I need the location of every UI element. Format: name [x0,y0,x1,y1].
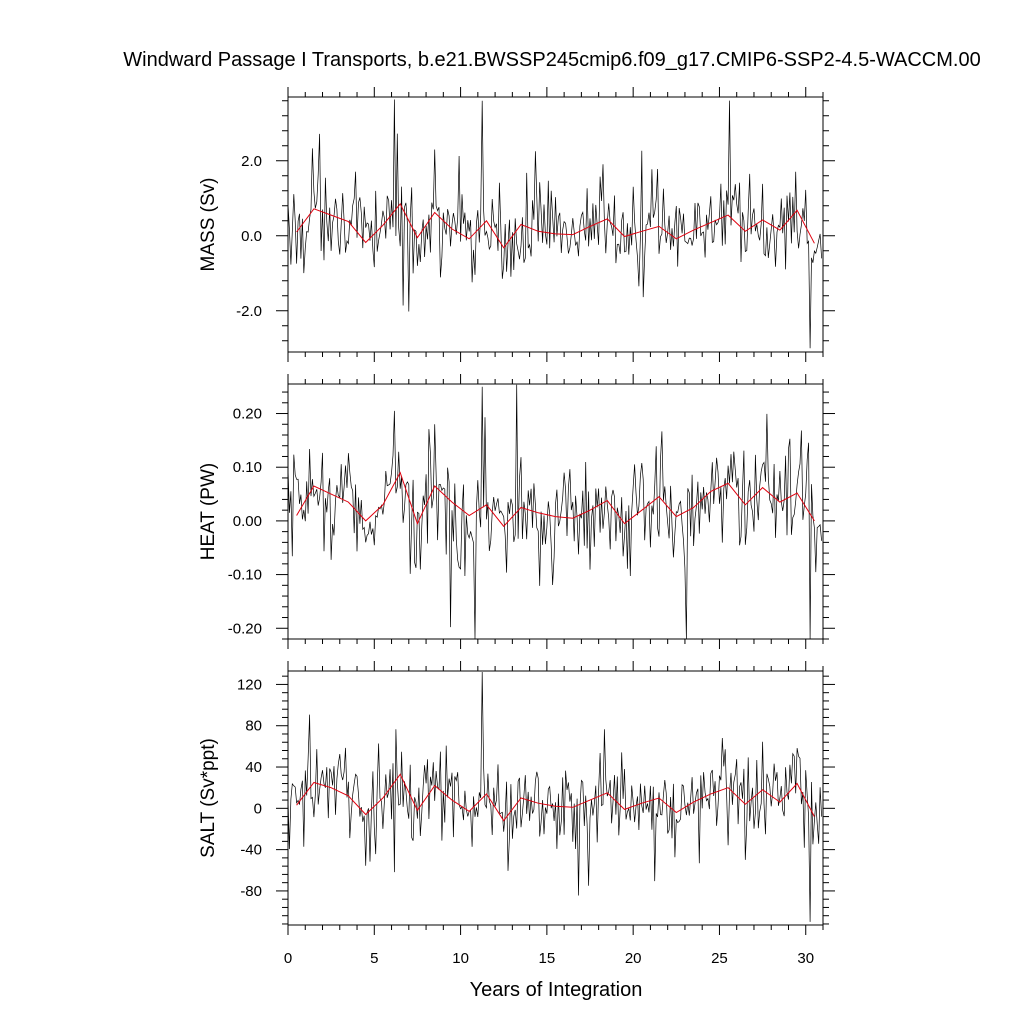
y-tick-label: 40 [245,759,262,776]
plot-frame-0 [287,96,824,353]
panel-0: 2.0 0.0 -2.0 MASS (Sv) [198,87,835,362]
x-axis-label: Years of Integration [470,979,643,1001]
plot-frame-1 [287,383,824,640]
x-tick-label: 30 [797,950,814,967]
y-tick-label: 120 [237,676,262,693]
y-tick-label: -0.10 [228,567,262,584]
series-annual-mean-0 [296,202,815,249]
y-tick-label: -2.0 [236,303,262,320]
x-tick-label: 20 [625,950,642,967]
series-monthly-1 [287,384,822,640]
chart-title: Windward Passage I Transports, b.e21.BWS… [123,49,980,71]
y-tick-label: 2.0 [241,153,262,170]
y-tick-label: 0.00 [233,513,262,530]
panel-1: 0.20 0.10 0.00 -0.10 -0.20 HEAT (PW) [198,374,835,649]
y-tick-label: 0.20 [233,406,262,423]
y-axis-label-0: MASS (Sv) [198,178,219,272]
x-tick-label: 15 [539,950,556,967]
series-annual-mean-2 [296,773,815,822]
series-annual-mean-1 [296,471,815,528]
y-tick-label: 0 [254,800,262,817]
y-tick-label: -40 [240,842,262,859]
y-axis-label-2: SALT (Sv*ppt) [198,738,219,858]
series-monthly-2 [287,671,822,922]
y-axis-label-1: HEAT (PW) [198,463,219,560]
chart-panels: 2.0 0.0 -2.0 MASS (Sv) 0.20 0.10 0.00 -0.10 -0.2… [198,87,835,967]
y-tick-label: -0.20 [228,620,262,637]
x-tick-label: 25 [711,950,728,967]
x-tick-label: 0 [284,950,292,967]
plot-frame-2 [287,670,824,926]
series-monthly-0 [287,99,822,349]
x-tick-label: 5 [370,950,378,967]
panel-2: 120 80 40 0 -40 -80 SALT (Sv*ppt) [198,661,835,935]
x-tick-label: 10 [452,950,469,967]
y-tick-label: -80 [240,883,262,900]
y-tick-label: 0.10 [233,459,262,476]
y-tick-label: 80 [245,718,262,735]
y-tick-label: 0.0 [241,228,262,245]
